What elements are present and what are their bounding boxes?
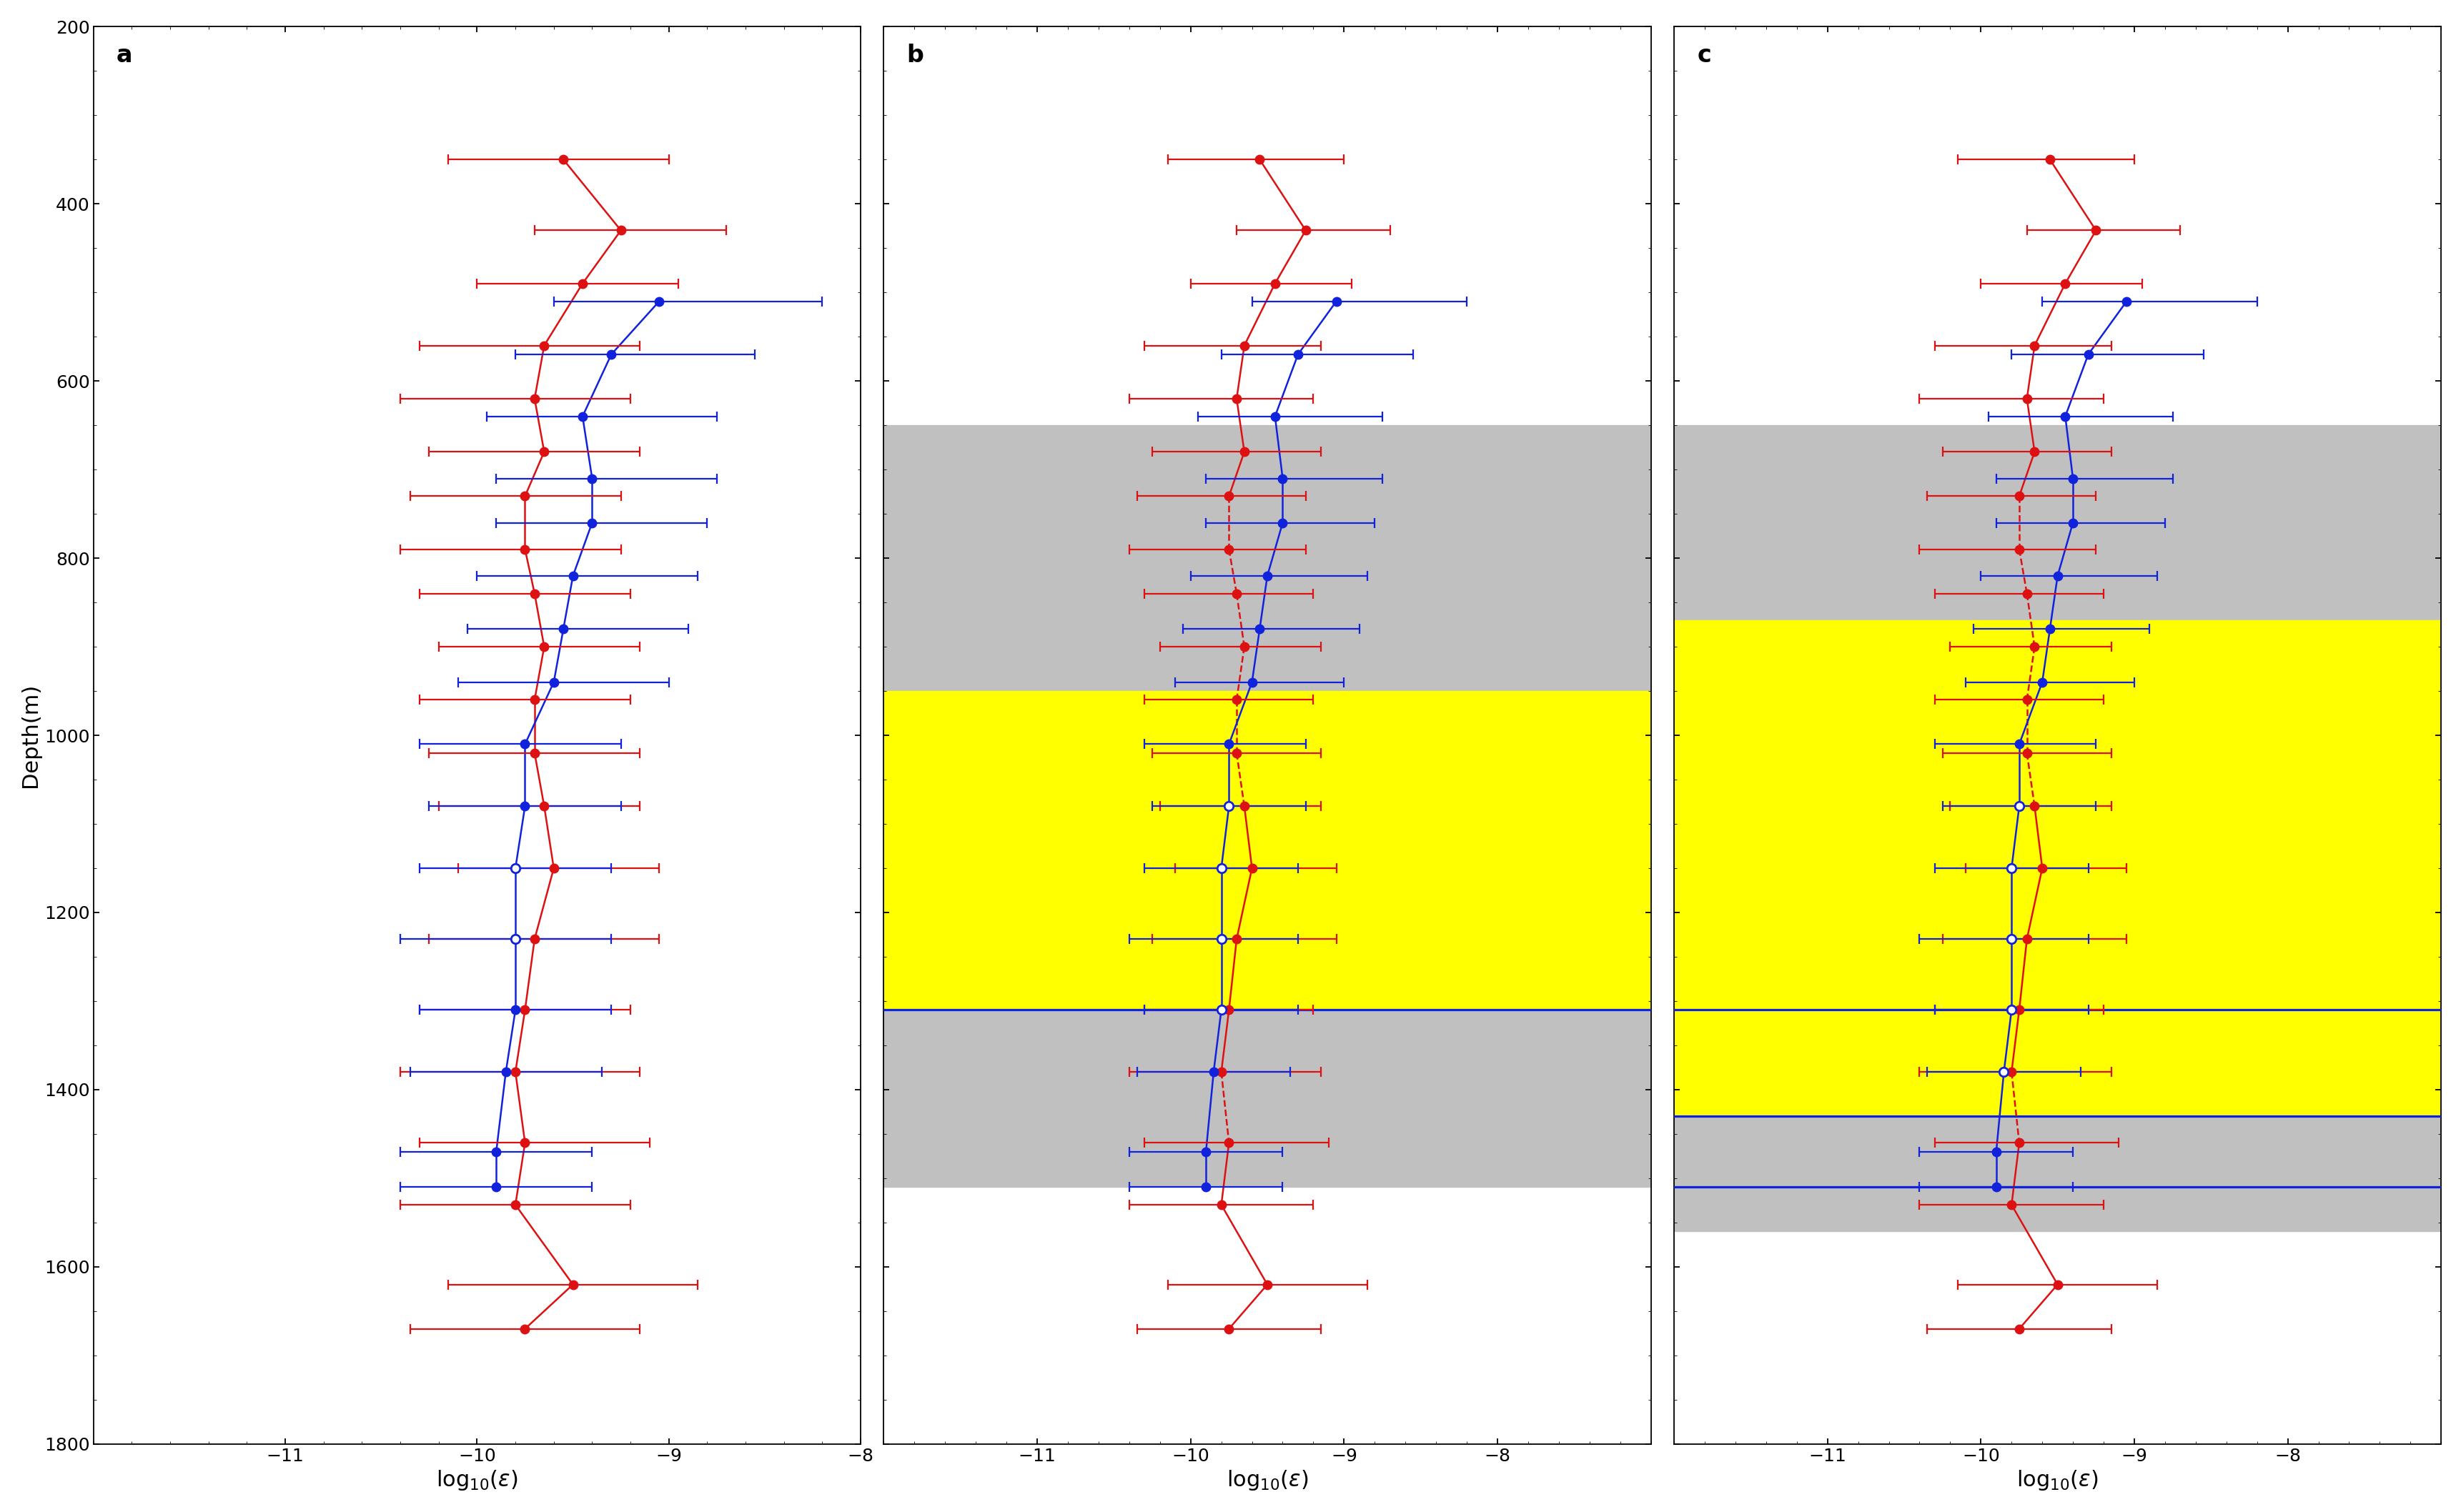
X-axis label: log$_{10}$($\epsilon$): log$_{10}$($\epsilon$) [436,1468,517,1492]
Text: a: a [116,44,133,67]
X-axis label: log$_{10}$($\epsilon$): log$_{10}$($\epsilon$) [2016,1468,2099,1492]
Y-axis label: Depth(m): Depth(m) [20,683,39,788]
Bar [1673,425,2441,1231]
X-axis label: log$_{10}$($\epsilon$): log$_{10}$($\epsilon$) [1226,1468,1309,1492]
Bar [1673,620,2441,1116]
Text: c: c [1698,44,1710,67]
Bar [883,425,1651,1187]
Text: b: b [906,44,923,67]
Bar [883,691,1651,1010]
